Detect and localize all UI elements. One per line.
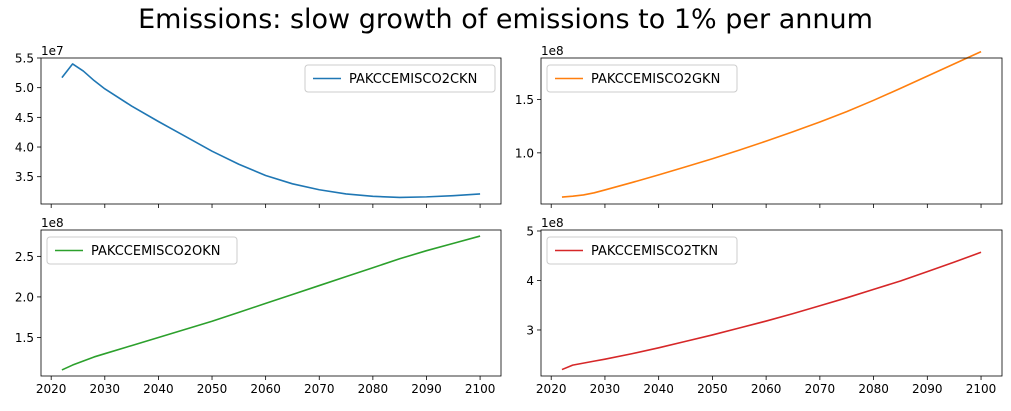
y-tick-label: 3 [526, 323, 534, 337]
figure-title: Emissions: slow growth of emissions to 1… [138, 4, 873, 35]
x-tick-label: 2030 [590, 382, 621, 396]
axes-frame [40, 57, 502, 205]
series-line-pakccemisco2gkn [561, 50, 982, 198]
x-tick-label: 2020 [36, 382, 67, 396]
legend-box [546, 64, 738, 93]
subplot-bottom-right: 2020 2030 2040 2050 2060 2070 2080 2090 2100 3 4 51… [526, 216, 1003, 396]
y-tick-label: 4 [526, 274, 534, 288]
x-tick-label: 2070 [304, 382, 335, 396]
x-tick-label: 2080 [358, 382, 389, 396]
y-tick-label: 4.0 [15, 141, 34, 155]
x-tick-label: 2040 [143, 382, 174, 396]
legend-label: PAKCCEMISCO2OKN [91, 244, 220, 259]
x-tick-label: 2050 [197, 382, 228, 396]
y-tick-label: 5 [526, 224, 534, 238]
x-tick-label: 2050 [697, 382, 728, 396]
legend-label: PAKCCEMISCO2TKN [591, 244, 718, 259]
x-tick-label: 2090 [411, 382, 442, 396]
subplot-top-left: 3.5 4.0 4.5 5.0 5.5 1e7 PAKCCEMISCO2CKN [15, 44, 502, 208]
x-tick-label: 2070 [805, 382, 836, 396]
series-line-pakccemisco2okn [61, 235, 481, 371]
axes-frame [40, 229, 502, 377]
series-line-pakccemisco2tkn [561, 251, 982, 371]
y-tick-label: 1.5 [15, 331, 34, 345]
series-line-pakccemisco2ckn [61, 63, 481, 199]
x-tick-label: 2060 [751, 382, 782, 396]
x-tick-label: 2040 [643, 382, 674, 396]
x-tick-label: 2060 [250, 382, 281, 396]
legend-box [304, 64, 496, 93]
y-tick-label: 1.0 [515, 146, 534, 160]
x-tick-label: 2100 [465, 382, 496, 396]
y-tick-label: 1.5 [515, 93, 534, 107]
y-scale-label: 1e8 [41, 216, 64, 230]
legend-box [546, 236, 738, 265]
legend-label: PAKCCEMISCO2CKN [349, 72, 477, 87]
x-tick-label: 2100 [966, 382, 997, 396]
subplot-bottom-left: 2020 2030 2040 2050 2060 2070 2080 2090 2100 1.5 2… [15, 216, 502, 396]
y-scale-label: 1e8 [541, 44, 564, 58]
x-tick-label: 2020 [536, 382, 567, 396]
x-tick-label: 2030 [90, 382, 121, 396]
y-tick-label: 5.0 [15, 81, 34, 95]
legend-box [46, 236, 238, 265]
y-scale-label: 1e8 [541, 216, 564, 230]
y-tick-label: 5.5 [15, 52, 34, 66]
axes-frame [540, 229, 1003, 377]
subplot-top-right: 1.0 1.5 1e8 PAKCCEMISCO2GKN [515, 44, 1003, 208]
x-tick-label: 2090 [912, 382, 943, 396]
y-tick-label: 3.5 [15, 170, 34, 184]
y-tick-label: 4.5 [15, 111, 34, 125]
y-tick-label: 2.0 [15, 290, 34, 304]
y-tick-label: 2.5 [15, 250, 34, 264]
legend-label: PAKCCEMISCO2GKN [591, 72, 720, 87]
y-scale-label: 1e7 [41, 44, 64, 58]
x-tick-label: 2080 [858, 382, 889, 396]
axes-frame [540, 57, 1003, 205]
